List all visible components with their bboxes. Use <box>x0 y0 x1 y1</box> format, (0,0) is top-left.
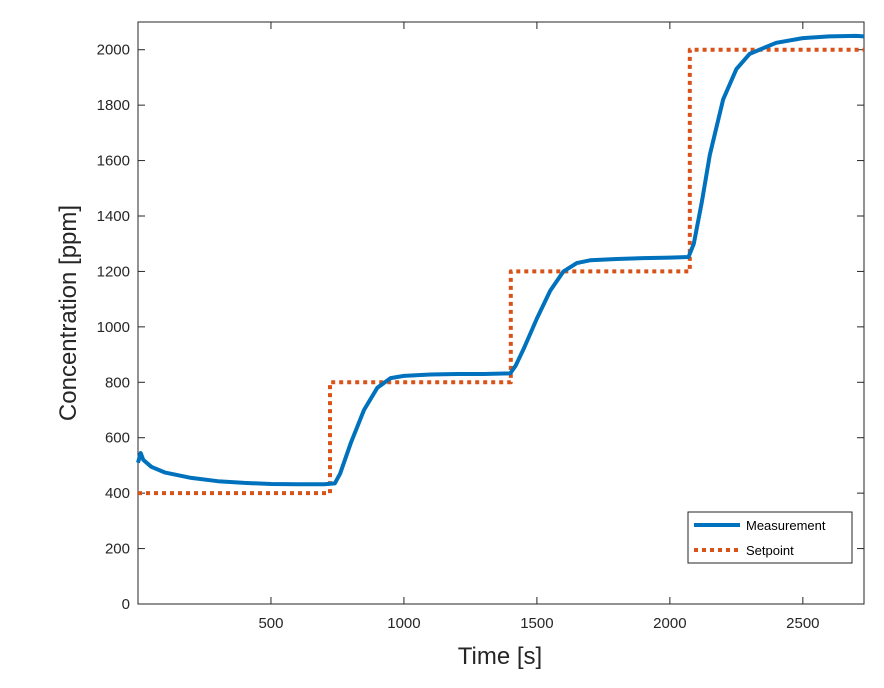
y-axis-label: Concentration [ppm] <box>55 205 82 421</box>
legend-label-setpoint: Setpoint <box>746 543 794 558</box>
x-axis-label: Time [s] <box>458 643 542 670</box>
y-tick-label: 1600 <box>97 153 130 170</box>
y-tick-label: 1200 <box>97 263 130 280</box>
series-setpoint <box>138 47 864 496</box>
legend: Measurement Setpoint <box>687 511 853 564</box>
x-tick-label: 1500 <box>520 615 553 632</box>
y-tick-label: 400 <box>105 485 130 502</box>
y-tick-label: 1000 <box>97 319 130 336</box>
x-tick-label: 1000 <box>387 615 420 632</box>
y-tick-label: 800 <box>105 374 130 391</box>
y-tick-label: 0 <box>122 596 130 613</box>
plot-area <box>137 21 865 605</box>
y-tick-label: 2000 <box>97 42 130 59</box>
x-tick-label: 2500 <box>786 615 819 632</box>
x-tick-label: 2000 <box>653 615 686 632</box>
y-tick-label: 600 <box>105 430 130 447</box>
y-tick-label: 200 <box>105 541 130 558</box>
series-measurement <box>136 33 865 487</box>
x-tick-label: 500 <box>258 615 283 632</box>
y-tick-label: 1400 <box>97 208 130 225</box>
legend-label-measurement: Measurement <box>746 518 826 533</box>
y-tick-label: 1800 <box>97 97 130 114</box>
